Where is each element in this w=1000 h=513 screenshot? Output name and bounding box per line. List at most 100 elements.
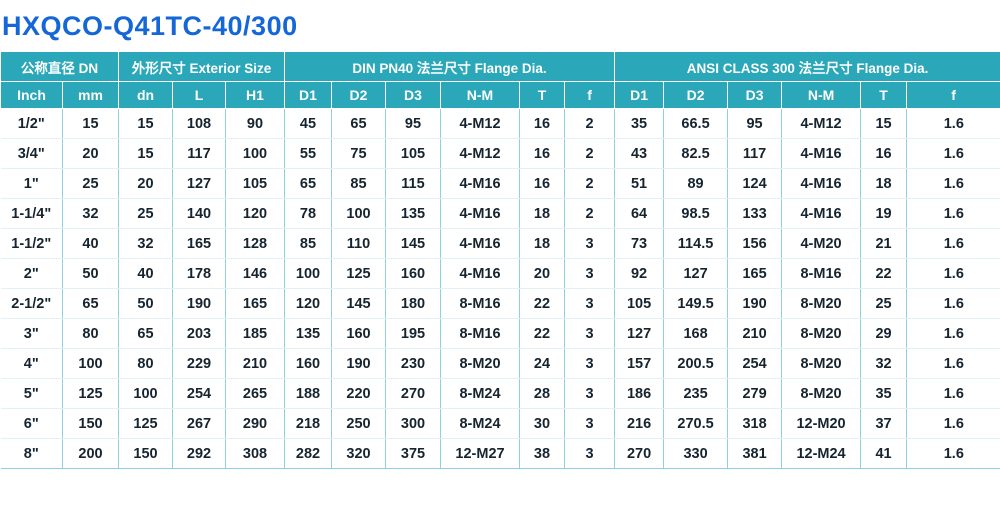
table-cell: 35	[614, 108, 665, 139]
table-cell: 4-M20	[781, 228, 862, 259]
table-cell: 308	[225, 438, 285, 469]
table-cell: 15	[860, 108, 908, 139]
table-row: 4" 100 80 229 210 160 190 230 8-M20 24 3 157 200.5 25…	[0, 348, 1000, 379]
table-cell: 127	[614, 318, 665, 349]
table-cell: 65	[118, 318, 173, 349]
table-cell: 8-M20	[781, 378, 862, 409]
table-cell: 133	[727, 198, 783, 229]
table-cell: 127	[663, 258, 729, 289]
table-cell: 105	[614, 288, 665, 319]
table-cell: 8-M20	[781, 348, 862, 379]
table-cell: 25	[860, 288, 908, 319]
table-cell: 160	[331, 318, 386, 349]
column-header: mm	[62, 81, 119, 109]
table-cell: 117	[727, 138, 783, 169]
table-cell: 160	[385, 258, 441, 289]
table-cell: 2"	[0, 258, 63, 289]
table-cell: 105	[385, 138, 441, 169]
table-cell: 32	[62, 198, 119, 229]
column-group-row: 公称直径 DN 外形尺寸 Exterior Size DIN PN40 法兰尺寸 F…	[0, 51, 1000, 82]
table-row: 5" 125 100 254 265 188 220 270 8-M24 28 3 186 235 279…	[0, 378, 1000, 409]
table-cell: 200	[62, 438, 119, 469]
table-cell: 4-M16	[781, 138, 862, 169]
spec-table-head: 公称直径 DN 外形尺寸 Exterior Size DIN PN40 法兰尺寸 F…	[0, 51, 1000, 109]
column-header: D1	[614, 81, 665, 109]
table-cell: 8-M16	[440, 318, 520, 349]
table-cell: 1.6	[906, 108, 1000, 139]
table-cell: 65	[62, 288, 119, 319]
column-header: T	[860, 81, 908, 109]
table-cell: 320	[331, 438, 386, 469]
table-cell: 30	[519, 408, 565, 439]
table-cell: 165	[225, 288, 285, 319]
table-cell: 8-M20	[440, 348, 520, 379]
table-cell: 128	[225, 228, 285, 259]
column-header: Inch	[0, 81, 63, 109]
table-cell: 282	[284, 438, 332, 469]
table-cell: 78	[284, 198, 332, 229]
table-cell: 3	[564, 438, 616, 469]
table-cell: 120	[284, 288, 332, 319]
table-cell: 300	[385, 408, 441, 439]
table-cell: 4-M16	[440, 228, 520, 259]
table-cell: 210	[225, 348, 285, 379]
table-cell: 165	[727, 258, 783, 289]
table-cell: 110	[331, 228, 386, 259]
table-cell: 145	[331, 288, 386, 319]
table-cell: 1.6	[906, 378, 1000, 409]
table-cell: 292	[172, 438, 226, 469]
table-cell: 28	[519, 378, 565, 409]
table-cell: 254	[727, 348, 783, 379]
table-cell: 250	[331, 408, 386, 439]
table-cell: 6"	[0, 408, 63, 439]
table-cell: 1.6	[906, 318, 1000, 349]
table-cell: 20	[118, 168, 173, 199]
table-cell: 127	[172, 168, 226, 199]
table-cell: 4-M16	[440, 198, 520, 229]
table-cell: 190	[727, 288, 783, 319]
table-cell: 20	[62, 138, 119, 169]
table-cell: 125	[118, 408, 173, 439]
table-cell: 18	[519, 228, 565, 259]
table-cell: 140	[172, 198, 226, 229]
table-cell: 290	[225, 408, 285, 439]
table-cell: 270	[614, 438, 665, 469]
table-row: 3/4" 20 15 117 100 55 75 105 4-M12 16 2 43 82.5 117 4-…	[0, 138, 1000, 169]
table-cell: 230	[385, 348, 441, 379]
table-cell: 45	[284, 108, 332, 139]
table-cell: 1.6	[906, 138, 1000, 169]
table-cell: 267	[172, 408, 226, 439]
table-cell: 157	[614, 348, 665, 379]
table-cell: 20	[519, 258, 565, 289]
table-cell: 8-M24	[440, 408, 520, 439]
table-cell: 149.5	[663, 288, 729, 319]
table-cell: 85	[331, 168, 386, 199]
table-cell: 3	[564, 408, 616, 439]
table-cell: 25	[118, 198, 173, 229]
column-header: D3	[727, 81, 783, 109]
table-cell: 4-M16	[440, 258, 520, 289]
column-header: D2	[331, 81, 386, 109]
table-cell: 8-M16	[781, 258, 862, 289]
table-cell: 150	[118, 438, 173, 469]
table-cell: 3/4"	[0, 138, 63, 169]
table-cell: 2	[564, 198, 616, 229]
column-header: H1	[225, 81, 285, 109]
table-cell: 216	[614, 408, 665, 439]
table-cell: 22	[519, 318, 565, 349]
table-cell: 4-M16	[781, 198, 862, 229]
table-cell: 98.5	[663, 198, 729, 229]
table-cell: 178	[172, 258, 226, 289]
table-cell: 135	[284, 318, 332, 349]
table-row: 2-1/2" 65 50 190 165 120 145 180 8-M16 22 3 105 149.…	[0, 288, 1000, 319]
table-cell: 203	[172, 318, 226, 349]
table-cell: 3	[564, 378, 616, 409]
table-cell: 16	[519, 138, 565, 169]
column-header: N-M	[781, 81, 862, 109]
table-cell: 100	[284, 258, 332, 289]
table-cell: 22	[860, 258, 908, 289]
table-cell: 3	[564, 348, 616, 379]
page-title: HXQCO-Q41TC-40/300	[2, 11, 298, 41]
column-group-header: ANSI CLASS 300 法兰尺寸 Flange Dia.	[614, 51, 1000, 82]
